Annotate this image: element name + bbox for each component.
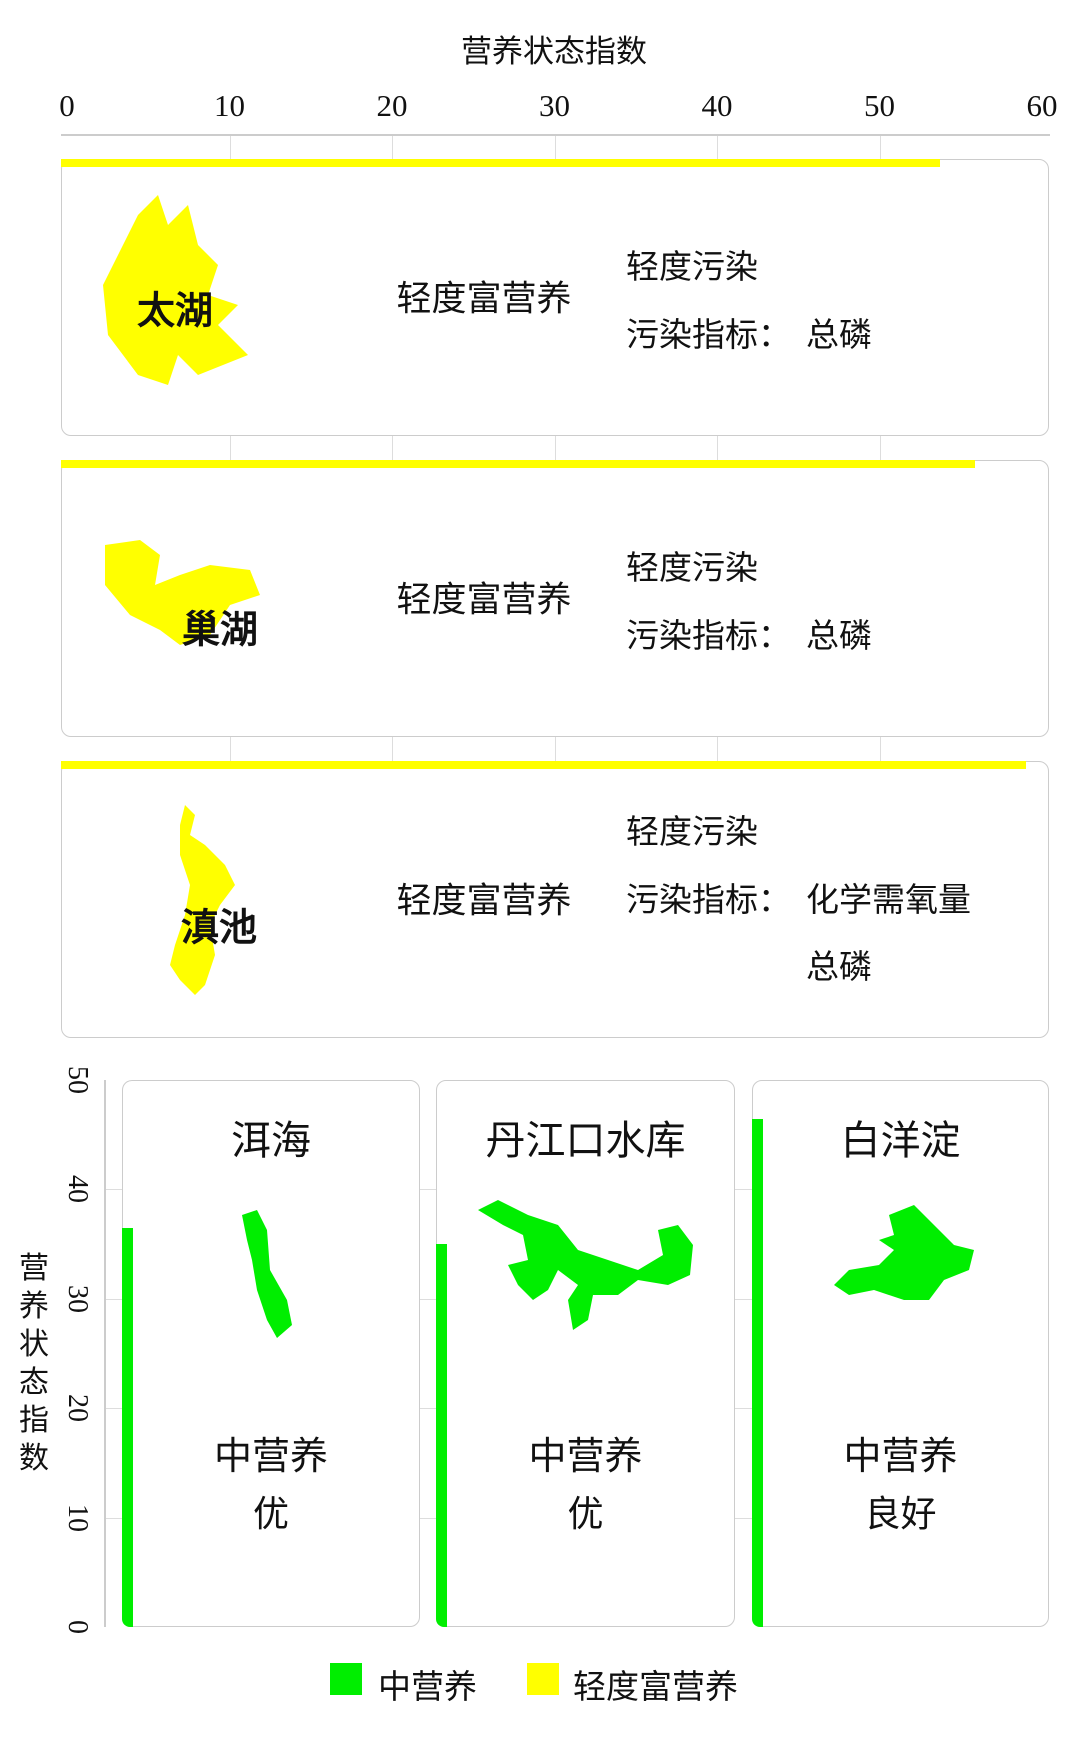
trophic-level: 轻度富营养 xyxy=(396,279,572,320)
y-tick-label: 10 xyxy=(62,1503,93,1532)
x-tick-label: 0 xyxy=(59,88,75,123)
x-tick-label: 10 xyxy=(214,88,245,123)
lake-name: 巢湖 xyxy=(181,606,259,652)
water-quality-status: 优 xyxy=(567,1494,604,1535)
lake-shape-icon xyxy=(232,1210,302,1344)
legend-swatch xyxy=(527,1663,559,1695)
lake-name: 洱海 xyxy=(231,1118,311,1164)
lake-name: 白洋淀 xyxy=(840,1118,961,1164)
legend-label: 中营养 xyxy=(378,1667,477,1706)
lake-name: 太湖 xyxy=(136,287,214,333)
lake-shape-icon xyxy=(98,185,288,395)
x-tick-label: 60 xyxy=(1026,88,1058,123)
lake-card xyxy=(752,1080,1049,1627)
trophic-level: 轻度富营养 xyxy=(396,881,572,922)
index-bar xyxy=(122,1227,133,1627)
lake-card xyxy=(122,1080,420,1627)
legend-label: 轻度富营养 xyxy=(573,1667,738,1706)
x-axis-line xyxy=(61,134,1050,136)
pollution-indicator: 总磷 xyxy=(806,616,872,655)
index-bar xyxy=(436,1244,447,1627)
index-bar xyxy=(61,460,976,468)
water-quality-status: 良好 xyxy=(864,1494,937,1535)
pollution-indicator: 总磷 xyxy=(806,315,872,354)
x-tick-label: 20 xyxy=(376,88,408,123)
lake-shape-icon xyxy=(100,535,265,655)
lake-shape-icon xyxy=(165,805,255,1005)
x-tick-label: 30 xyxy=(539,88,570,123)
y-tick-label: 30 xyxy=(62,1284,93,1313)
y-tick-label: 20 xyxy=(62,1394,93,1423)
index-bar xyxy=(61,761,1026,769)
lake-name: 滇池 xyxy=(180,904,258,950)
pollution-status: 轻度污染 xyxy=(626,548,758,587)
indicator-label: 污染指标： xyxy=(626,315,791,354)
pollution-indicator: 总磷 xyxy=(806,947,872,986)
trophic-level: 中营养 xyxy=(843,1434,958,1478)
y-axis-line xyxy=(104,1080,106,1627)
lake-shape-icon xyxy=(834,1205,974,1319)
lake-shape-icon xyxy=(478,1200,698,1334)
y-tick-label: 50 xyxy=(62,1066,93,1094)
lake-card xyxy=(61,159,1049,436)
trophic-level: 中营养 xyxy=(528,1434,643,1478)
lake-name: 丹江口水库 xyxy=(485,1118,686,1164)
pollution-indicator: 化学需氧量 xyxy=(806,880,971,919)
trophic-level: 中营养 xyxy=(213,1434,328,1478)
legend-swatch xyxy=(330,1663,362,1695)
lake-card xyxy=(436,1080,735,1627)
y-tick-label: 40 xyxy=(62,1175,93,1204)
y-axis-title: 营养状态指数 xyxy=(19,1251,49,1476)
indicator-label: 污染指标： xyxy=(626,880,791,919)
y-tick-label: 0 xyxy=(62,1620,93,1634)
x-tick-label: 50 xyxy=(864,88,895,123)
pollution-status: 轻度污染 xyxy=(626,247,758,286)
x-tick-label: 40 xyxy=(701,88,733,123)
trophic-level: 轻度富营养 xyxy=(396,580,572,621)
pollution-status: 轻度污染 xyxy=(626,812,758,851)
index-bar xyxy=(61,159,940,167)
indicator-label: 污染指标： xyxy=(626,616,791,655)
index-bar xyxy=(752,1119,763,1627)
lake-card xyxy=(61,761,1049,1038)
x-axis-title: 营养状态指数 xyxy=(461,34,647,70)
water-quality-status: 优 xyxy=(252,1494,289,1535)
